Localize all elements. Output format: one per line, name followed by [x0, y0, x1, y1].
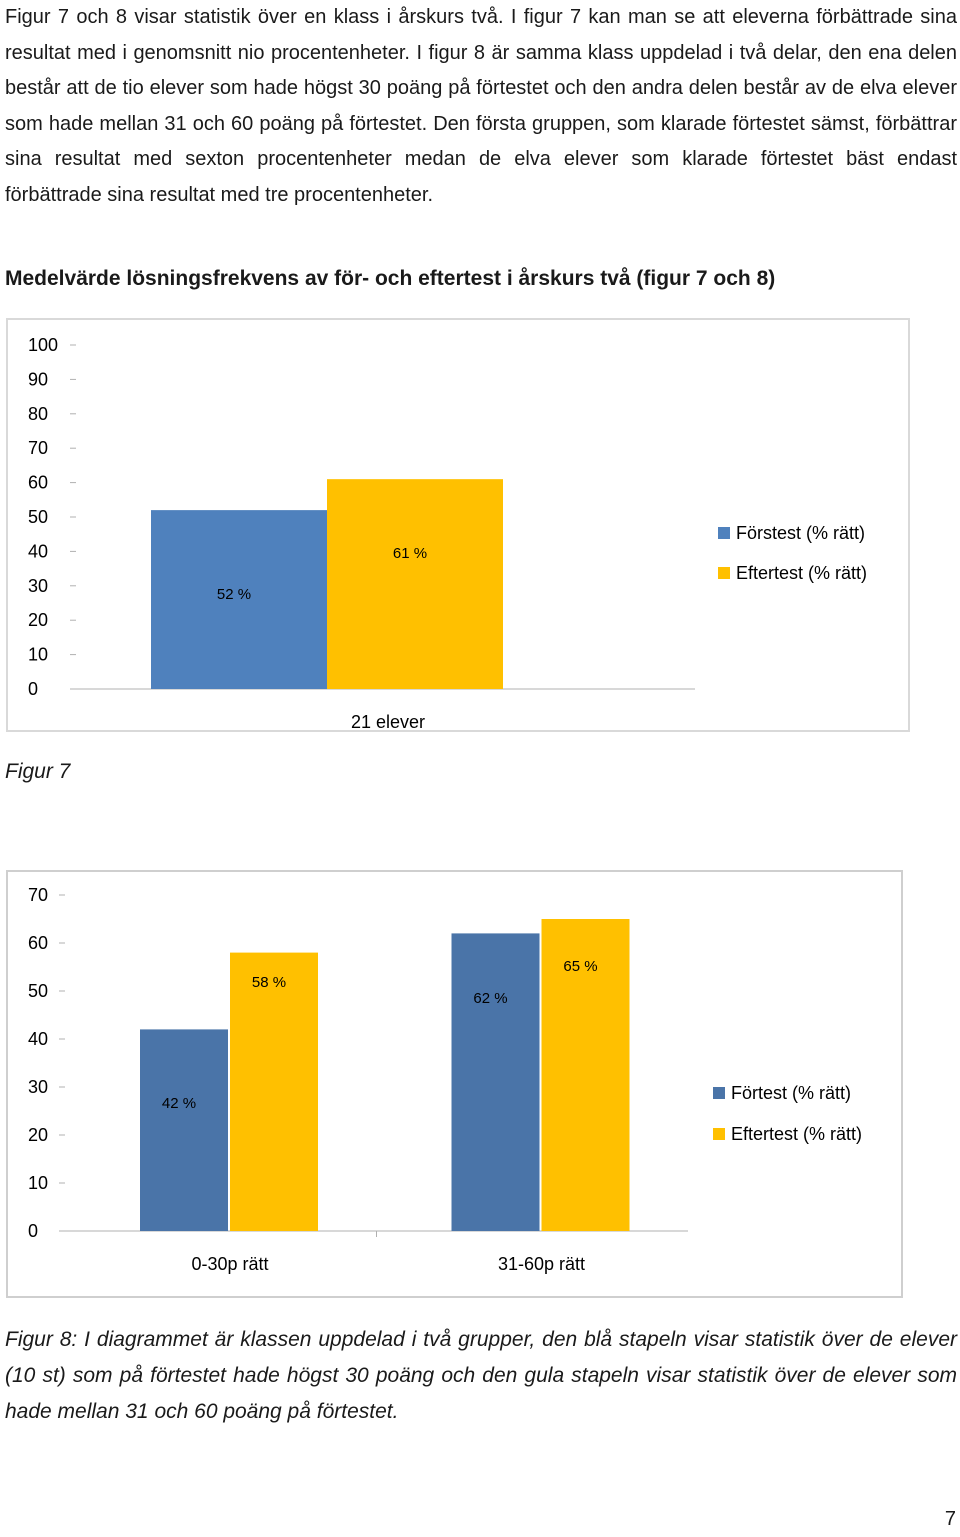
y-tick-label: 70 — [28, 885, 48, 905]
bar-value-label: 65 % — [563, 958, 597, 975]
bar-posttest — [327, 479, 503, 689]
chart-heading: Medelvärde lösningsfrekvens av för- och … — [5, 267, 776, 290]
bar-value-label: 52 % — [217, 586, 251, 603]
legend-entry: Förstest (% rätt) — [736, 523, 865, 543]
bar-pretest — [451, 933, 540, 1231]
y-tick-label: 30 — [28, 576, 48, 596]
legend-entry: Eftertest (% rätt) — [731, 1124, 862, 1144]
figure-7-label: Figur 7 — [5, 760, 71, 783]
y-tick-label: 50 — [28, 507, 48, 527]
y-tick-label: 70 — [28, 438, 48, 458]
chart-figure-7-svg: 0 10 20 30 40 50 60 70 80 90 100 52 % 61 % 21 elever F… — [28, 335, 867, 732]
bar-value-label: 58 % — [252, 974, 286, 991]
category-label: 0-30p rätt — [191, 1254, 268, 1274]
y-tick-label: 20 — [28, 610, 48, 630]
legend-swatch — [713, 1087, 725, 1099]
page-number: 7 — [944, 1508, 956, 1530]
y-tick-label: 0 — [28, 1221, 38, 1241]
figure-8-caption: Figur 8: I diagrammet är klassen uppdela… — [5, 1328, 957, 1423]
y-tick-label: 100 — [28, 335, 58, 355]
y-tick-label: 60 — [28, 933, 48, 953]
intro-paragraph: Figur 7 och 8 visar statistik över en kl… — [5, 6, 957, 206]
legend-entry: Eftertest (% rätt) — [736, 563, 867, 583]
y-tick-label: 90 — [28, 369, 48, 389]
y-tick-label: 10 — [28, 645, 48, 665]
legend-swatch — [718, 527, 730, 539]
bar-pretest — [140, 1029, 228, 1231]
bar-posttest — [230, 952, 318, 1231]
chart-figure-8-svg: 0 10 20 30 40 50 60 70 42 % 58 % 0-30p rätt 62 % 65 … — [28, 885, 862, 1274]
bar-value-label: 42 % — [162, 1095, 196, 1112]
y-tick-label: 30 — [28, 1077, 48, 1097]
y-tick-label: 50 — [28, 981, 48, 1001]
category-label: 21 elever — [351, 712, 425, 732]
legend-swatch — [713, 1128, 725, 1140]
y-tick-label: 80 — [28, 404, 48, 424]
bar-posttest — [541, 919, 630, 1231]
y-tick-label: 40 — [28, 541, 48, 561]
y-tick-label: 60 — [28, 473, 48, 493]
y-tick-label: 40 — [28, 1029, 48, 1049]
y-tick-label: 0 — [28, 679, 38, 699]
y-tick-label: 10 — [28, 1173, 48, 1193]
chart-figure-8: 0 10 20 30 40 50 60 70 42 % 58 % 0-30p rätt 62 % 65 … — [6, 870, 903, 1298]
y-tick-label: 20 — [28, 1125, 48, 1145]
legend-entry: Förtest (% rätt) — [731, 1083, 851, 1103]
bar-pretest — [151, 510, 327, 689]
bar-value-label: 62 % — [473, 990, 507, 1007]
chart-figure-7: 0 10 20 30 40 50 60 70 80 90 100 52 % 61 % 21 elever F… — [6, 318, 910, 732]
category-label: 31-60p rätt — [498, 1254, 585, 1274]
legend-swatch — [718, 567, 730, 579]
bar-value-label: 61 % — [393, 545, 427, 562]
